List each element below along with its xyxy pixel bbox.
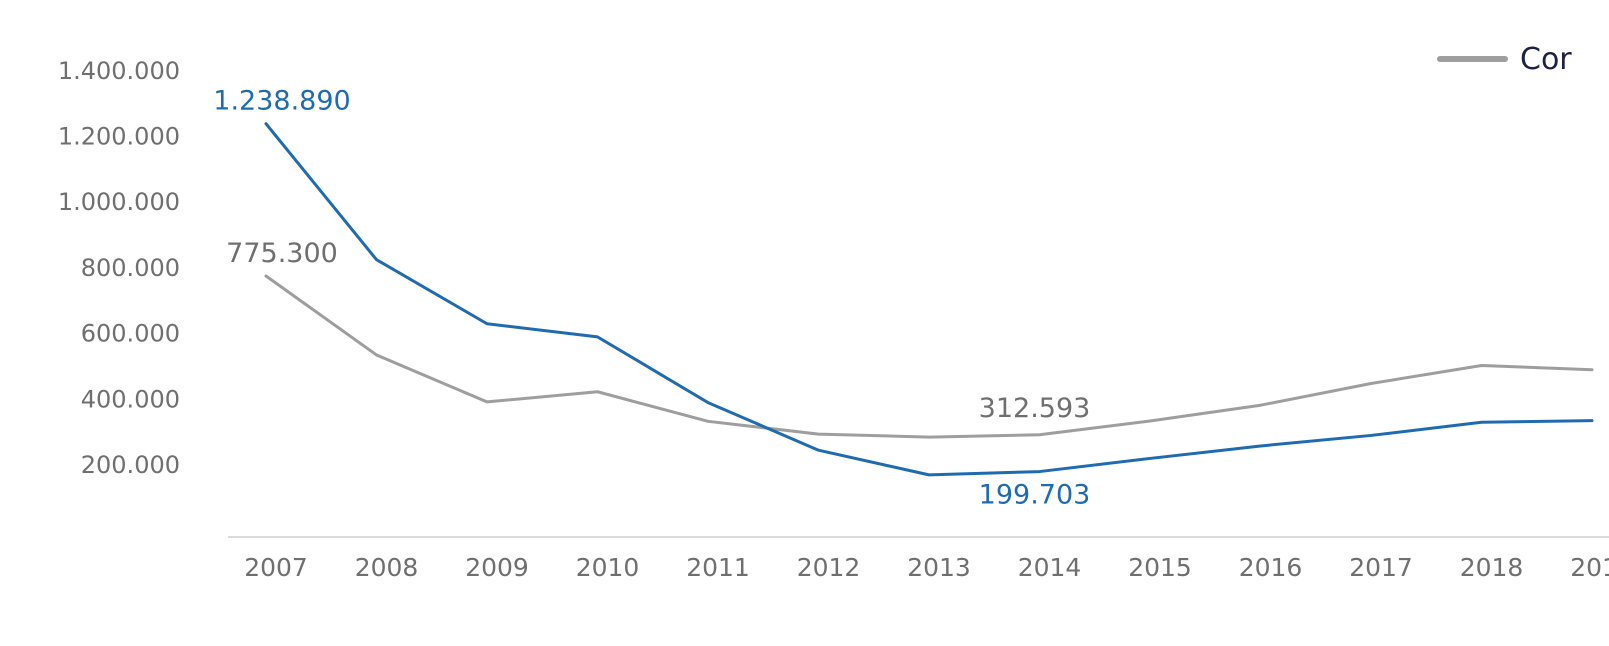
x-tick-label: 2014: [1018, 553, 1082, 582]
x-tick-label: 2017: [1349, 553, 1413, 582]
y-tick-label: 600.000: [81, 320, 180, 348]
x-tick-label: 2011: [686, 553, 750, 582]
legend-label: Cor: [1520, 42, 1572, 77]
data-labels: 1.238.890 775.300 312.593 199.703: [213, 86, 1090, 511]
x-tick-label: 2016: [1239, 553, 1303, 582]
data-label: 775.300: [226, 238, 338, 269]
x-tick-label: 2009: [465, 553, 529, 582]
y-axis-ticks: 200.000 400.000 600.000 800.000 1.000.000 1.2…: [58, 57, 180, 479]
x-tick-label: 2010: [576, 553, 640, 582]
x-tick-label: 2007: [244, 553, 308, 582]
data-label: 199.703: [979, 480, 1091, 511]
legend: Cor: [1437, 42, 1572, 77]
x-tick-label: 2013: [907, 553, 971, 582]
y-tick-label: 1.000.000: [58, 188, 180, 216]
series-lines: [264, 122, 1594, 477]
x-tick-label: 2015: [1128, 553, 1192, 582]
y-tick-label: 1.200.000: [58, 123, 180, 151]
x-tick-label: 2012: [797, 553, 861, 582]
y-tick-label: 1.400.000: [58, 57, 180, 85]
x-tick-label: 2019: [1570, 553, 1609, 582]
y-tick-label: 400.000: [81, 385, 180, 413]
y-tick-label: 200.000: [81, 451, 180, 479]
data-label: 1.238.890: [213, 86, 350, 117]
y-tick-label: 800.000: [81, 254, 180, 282]
data-label: 312.593: [979, 393, 1091, 424]
x-tick-label: 2018: [1460, 553, 1524, 582]
series-line-grey: [264, 274, 1594, 439]
series-line-blue: [264, 122, 1594, 477]
x-axis-ticks: 2007 2008 2009 2010 2011 2012 2013 2014 2015 2016…: [244, 553, 1609, 582]
x-tick-label: 2008: [355, 553, 419, 582]
